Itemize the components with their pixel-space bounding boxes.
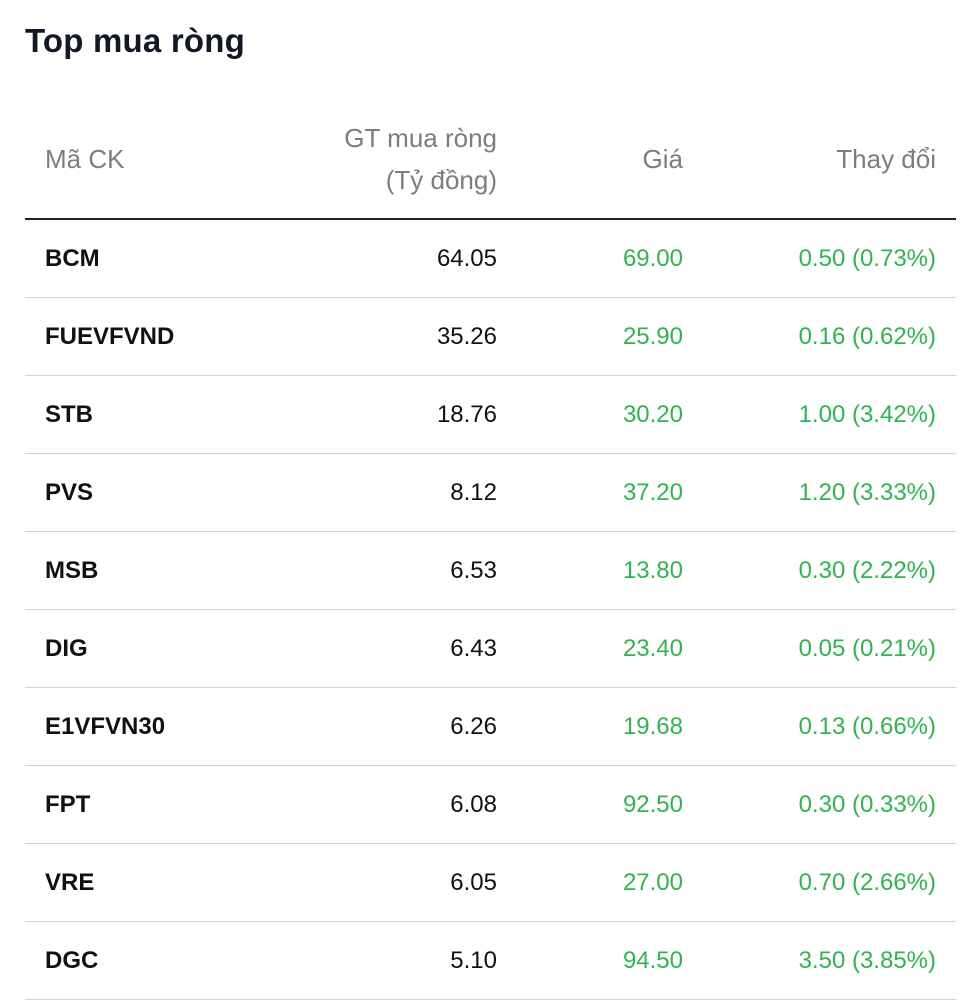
table-body: BCM 64.05 69.00 0.50 (0.73%) FUEVFVND 35.26 25… <box>25 219 956 1000</box>
table-row[interactable]: DGC 5.10 94.50 3.50 (3.85%) <box>25 921 956 1000</box>
row-price: 27.00 <box>517 843 703 922</box>
row-symbol[interactable]: MSB <box>25 531 205 610</box>
table-row[interactable]: E1VFVN30 6.26 19.68 0.13 (0.66%) <box>25 687 956 766</box>
row-symbol[interactable]: PVS <box>25 453 205 532</box>
table-row[interactable]: STB 18.76 30.20 1.00 (3.42%) <box>25 375 956 454</box>
row-price: 37.20 <box>517 453 703 532</box>
row-change: 0.16 (0.62%) <box>703 297 956 376</box>
row-symbol[interactable]: E1VFVN30 <box>25 687 205 766</box>
panel-title: Top mua ròng <box>25 22 245 59</box>
row-change: 0.05 (0.21%) <box>703 609 956 688</box>
row-price: 23.40 <box>517 609 703 688</box>
row-change: 1.00 (3.42%) <box>703 375 956 454</box>
row-change: 0.50 (0.73%) <box>703 219 956 298</box>
table-row[interactable]: FPT 6.08 92.50 0.30 (0.33%) <box>25 765 956 844</box>
row-change: 1.20 (3.33%) <box>703 453 956 532</box>
row-change: 0.70 (2.66%) <box>703 843 956 922</box>
header-net-value-line2: (Tỷ đồng) <box>385 165 497 195</box>
row-net-value: 6.08 <box>205 765 517 844</box>
row-change: 0.30 (2.22%) <box>703 531 956 610</box>
row-symbol[interactable]: BCM <box>25 219 205 298</box>
row-symbol[interactable]: DIG <box>25 609 205 688</box>
table-row[interactable]: DIG 6.43 23.40 0.05 (0.21%) <box>25 609 956 688</box>
row-symbol[interactable]: FPT <box>25 765 205 844</box>
row-net-value: 5.10 <box>205 921 517 1000</box>
row-net-value: 6.26 <box>205 687 517 766</box>
row-price: 92.50 <box>517 765 703 844</box>
row-price: 25.90 <box>517 297 703 376</box>
row-net-value: 18.76 <box>205 375 517 454</box>
table-row[interactable]: BCM 64.05 69.00 0.50 (0.73%) <box>25 219 956 298</box>
row-net-value: 8.12 <box>205 453 517 532</box>
row-price: 19.68 <box>517 687 703 766</box>
row-price: 30.20 <box>517 375 703 454</box>
row-symbol[interactable]: DGC <box>25 921 205 1000</box>
row-change: 0.30 (0.33%) <box>703 765 956 844</box>
row-price: 94.50 <box>517 921 703 1000</box>
row-net-value: 64.05 <box>205 219 517 298</box>
header-price[interactable]: Giá <box>517 100 703 220</box>
row-price: 13.80 <box>517 531 703 610</box>
table-row[interactable]: MSB 6.53 13.80 0.30 (2.22%) <box>25 531 956 610</box>
table-header: Mã CK GT mua ròng (Tỷ đồng) Giá Thay đổi <box>25 100 956 220</box>
row-symbol[interactable]: STB <box>25 375 205 454</box>
header-change[interactable]: Thay đổi <box>703 100 956 220</box>
table-row[interactable]: VRE 6.05 27.00 0.70 (2.66%) <box>25 843 956 922</box>
row-symbol[interactable]: FUEVFVND <box>25 297 205 376</box>
header-net-value[interactable]: GT mua ròng (Tỷ đồng) <box>205 100 517 220</box>
row-symbol[interactable]: VRE <box>25 843 205 922</box>
table-row[interactable]: PVS 8.12 37.20 1.20 (3.33%) <box>25 453 956 532</box>
net-buy-table: Mã CK GT mua ròng (Tỷ đồng) Giá Thay đổi… <box>25 100 956 1000</box>
row-net-value: 6.05 <box>205 843 517 922</box>
row-change: 0.13 (0.66%) <box>703 687 956 766</box>
row-net-value: 6.53 <box>205 531 517 610</box>
header-row: Mã CK GT mua ròng (Tỷ đồng) Giá Thay đổi <box>25 100 956 220</box>
row-price: 69.00 <box>517 219 703 298</box>
header-net-value-line1: GT mua ròng <box>344 123 497 153</box>
row-net-value: 35.26 <box>205 297 517 376</box>
row-net-value: 6.43 <box>205 609 517 688</box>
table-row[interactable]: FUEVFVND 35.26 25.90 0.16 (0.62%) <box>25 297 956 376</box>
header-symbol[interactable]: Mã CK <box>25 100 205 220</box>
row-change: 3.50 (3.85%) <box>703 921 956 1000</box>
